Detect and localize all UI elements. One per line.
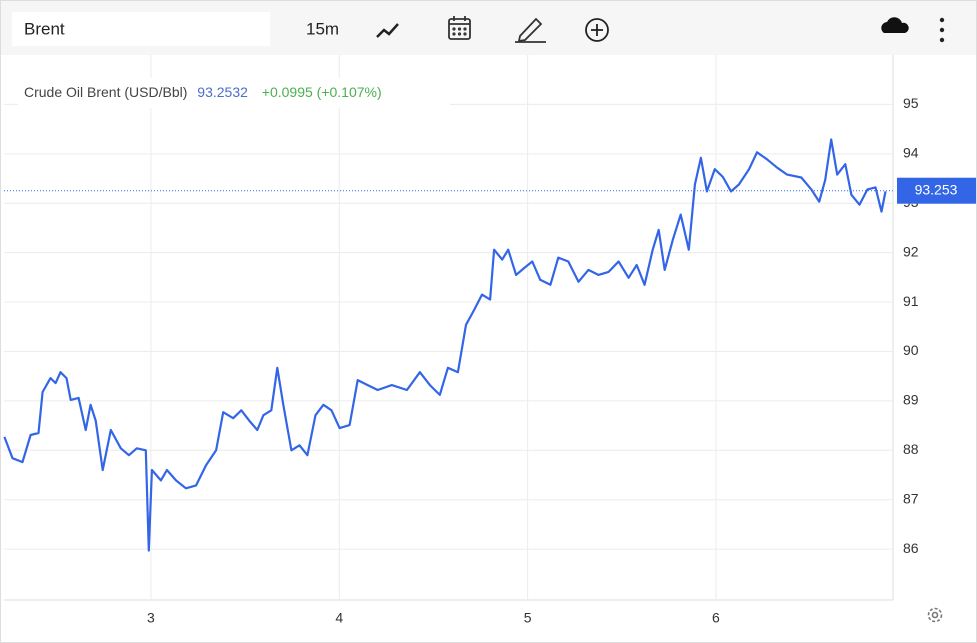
menu-icon[interactable] [939, 17, 945, 43]
interval[interactable]: 15m [306, 19, 339, 38]
x-tick-label: 3 [147, 610, 155, 626]
x-tick-label: 6 [712, 610, 720, 626]
y-tick-label: 92 [903, 243, 919, 259]
download-icon[interactable] [881, 17, 909, 33]
last-price-tag [897, 177, 976, 204]
legend: Crude Oil Brent (USD/Bbl) 93.2532 +0.099… [24, 84, 382, 100]
chart-type-icon[interactable] [376, 23, 399, 38]
price-line [3, 138, 887, 552]
y-tick-label: 94 [903, 145, 919, 161]
calendar-icon[interactable] [448, 16, 471, 40]
add-icon[interactable] [585, 18, 609, 42]
symbol[interactable]: Brent [24, 19, 65, 38]
x-tick-label: 4 [335, 610, 343, 626]
legend-bg [18, 78, 450, 108]
draw-icon[interactable] [515, 17, 546, 43]
symbol-box[interactable] [12, 12, 270, 46]
settings-icon[interactable] [927, 607, 943, 623]
y-tick-label: 95 [903, 95, 919, 111]
y-tick-label: 89 [903, 392, 919, 408]
legend-change: +0.0995 (+0.107%) [262, 84, 382, 100]
y-tick-label: 90 [903, 342, 919, 358]
y-tick-label: 87 [903, 490, 919, 506]
last-price-label: 93.253 [915, 181, 958, 197]
x-tick-label: 5 [524, 610, 532, 626]
legend-price: 93.2532 [197, 84, 248, 100]
y-tick-label: 88 [903, 441, 919, 457]
y-tick-label: 91 [903, 293, 919, 309]
legend-title: Crude Oil Brent (USD/Bbl) [24, 84, 187, 100]
y-tick-label: 86 [903, 540, 919, 556]
